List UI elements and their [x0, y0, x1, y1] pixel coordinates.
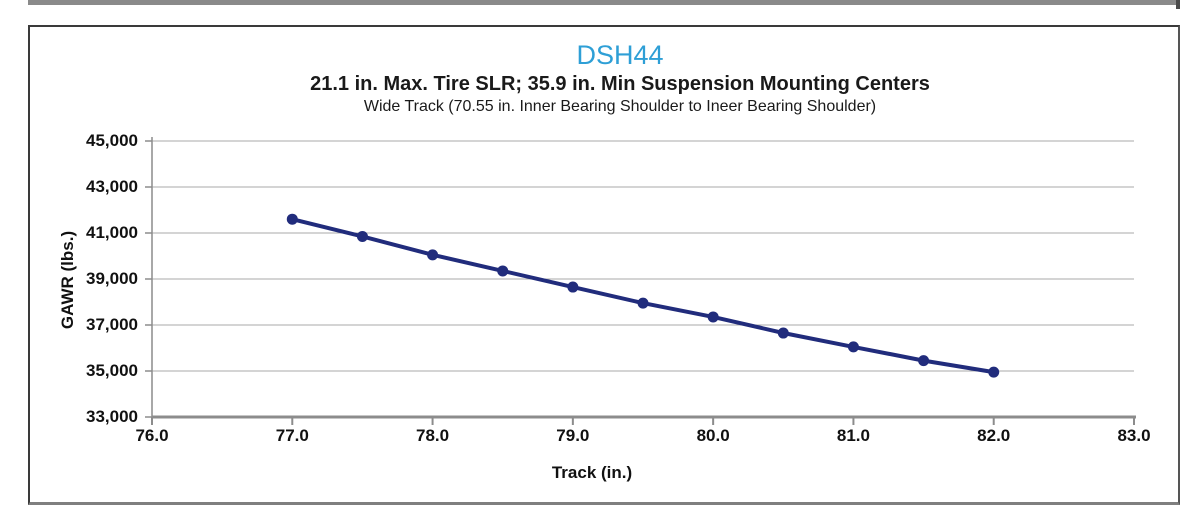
- data-point: [286, 213, 298, 225]
- plot-area: [145, 137, 1136, 425]
- data-point: [847, 341, 859, 353]
- y-tick-label: 39,000: [86, 269, 138, 288]
- upper-panel-corner-stub: [1176, 0, 1180, 9]
- upper-panel-bottom-edge: [28, 0, 1180, 5]
- y-tick-label: 41,000: [86, 223, 138, 242]
- data-point: [497, 265, 509, 277]
- data-point: [567, 281, 579, 293]
- data-point: [777, 327, 789, 339]
- data-point: [356, 230, 368, 242]
- y-tick-label: 43,000: [86, 177, 138, 196]
- x-tick-label: 81.0: [836, 426, 870, 445]
- x-tick-label: 82.0: [977, 426, 1011, 445]
- x-tick-label: 77.0: [275, 426, 309, 445]
- y-tick-label: 33,000: [86, 407, 138, 426]
- data-series-line: [290, 217, 996, 375]
- data-point: [637, 297, 649, 309]
- x-axis-title: Track (in.): [551, 463, 633, 482]
- chart-panel: DSH44 21.1 in. Max. Tire SLR; 35.9 in. M…: [28, 25, 1180, 505]
- x-tick-label: 76.0: [135, 426, 169, 445]
- y-tick-label: 45,000: [86, 131, 138, 150]
- x-tick-label: 79.0: [556, 426, 590, 445]
- x-tick-label: 83.0: [1117, 426, 1151, 445]
- data-point: [427, 249, 439, 261]
- data-point: [707, 311, 719, 323]
- x-tick-label: 80.0: [696, 426, 730, 445]
- x-tick-label: 78.0: [416, 426, 450, 445]
- data-point: [918, 355, 930, 367]
- y-tick-label: 35,000: [86, 361, 138, 380]
- data-point: [988, 366, 1000, 378]
- y-tick-label: 37,000: [86, 315, 138, 334]
